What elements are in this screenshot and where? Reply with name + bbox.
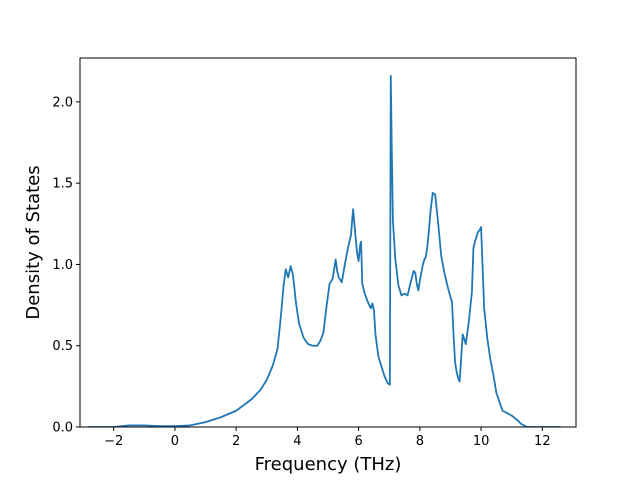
- x-tick-label: 8: [416, 434, 424, 449]
- x-tick-label: 4: [293, 434, 301, 449]
- y-tick-label: 1.0: [52, 258, 73, 273]
- x-tick-label: 0: [171, 434, 179, 449]
- y-tick-label: 1.5: [52, 177, 73, 192]
- x-axis-ticks: −2 0 2 4 6 8 10 12: [104, 427, 551, 449]
- x-tick-label: 2: [232, 434, 240, 449]
- axes-frame: [79, 57, 577, 428]
- y-tick-label: 0.5: [52, 339, 73, 354]
- y-axis-ticks: 0.0 0.5 1.0 1.5 2.0: [52, 95, 80, 436]
- y-tick-label: 2.0: [52, 95, 73, 110]
- x-axis-label: Frequency (THz): [255, 454, 402, 475]
- x-tick-label: 6: [354, 434, 362, 449]
- x-tick-label: 10: [473, 434, 490, 449]
- dos-series-line-0: [87, 74, 561, 427]
- x-tick-label: −2: [104, 434, 123, 449]
- y-axis-label: Density of States: [23, 165, 44, 319]
- y-tick-label: 0.0: [52, 421, 73, 436]
- x-tick-label: 12: [534, 434, 551, 449]
- plot-area: [87, 74, 561, 427]
